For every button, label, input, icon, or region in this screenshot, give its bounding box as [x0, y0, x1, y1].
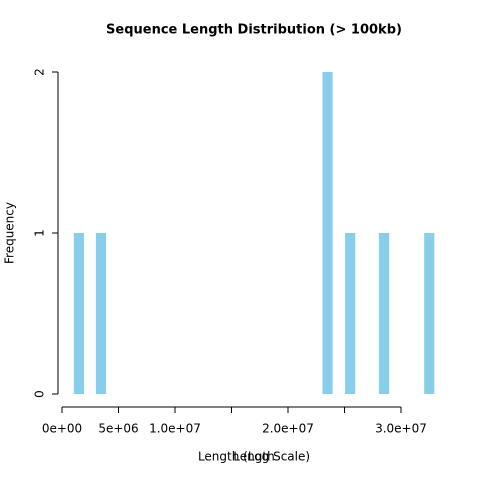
- x-tick-label: 2.0e+07: [262, 422, 314, 436]
- bar: [73, 233, 85, 394]
- x-tick-label: 3.0e+07: [375, 422, 427, 436]
- bar: [322, 72, 333, 394]
- x-axis-label: Length (Log Scale): [198, 450, 310, 464]
- bar: [95, 233, 107, 394]
- x-tick-label: 1.0e+07: [149, 422, 201, 436]
- y-axis-label: Frequency: [3, 202, 17, 264]
- x-tick-label: 5e+06: [98, 422, 138, 436]
- y-tick-label: 0: [33, 390, 47, 398]
- y-tick-label: 2: [33, 68, 47, 76]
- bar: [378, 233, 390, 394]
- x-axis-label: Length: [233, 450, 274, 464]
- bar: [345, 233, 356, 394]
- bar: [424, 233, 435, 394]
- y-tick-label: 1: [33, 229, 47, 237]
- chart-title: Sequence Length Distribution (> 100kb): [106, 23, 402, 38]
- x-tick-label: 0e+00: [42, 422, 82, 436]
